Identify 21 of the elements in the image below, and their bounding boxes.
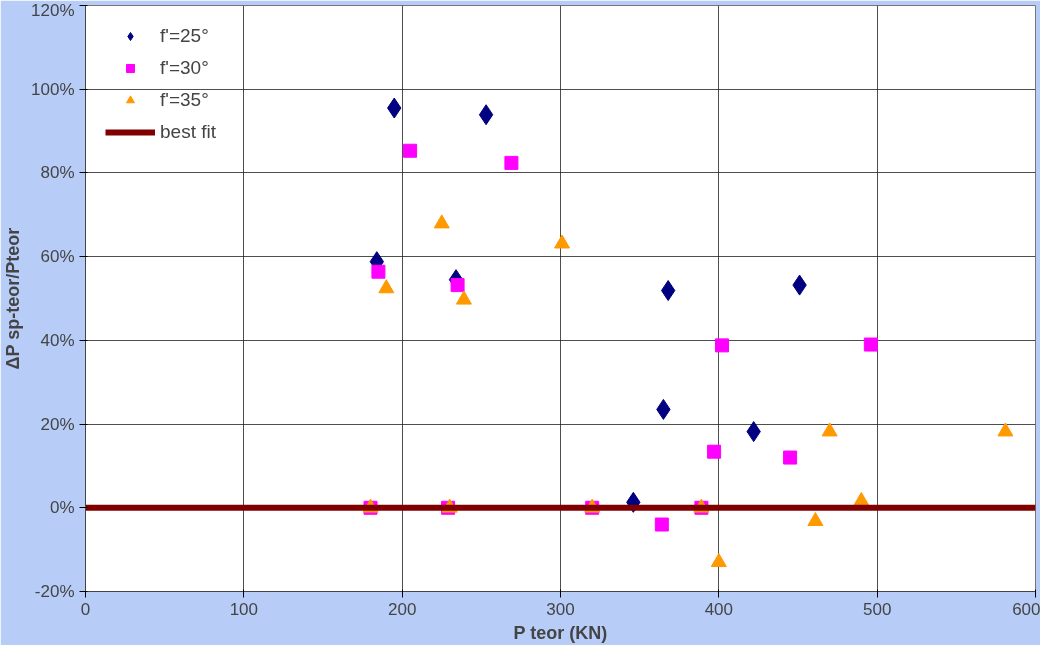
x-tick-label: 100 bbox=[229, 599, 259, 619]
y-tick-label: 60% bbox=[40, 247, 75, 267]
y-tick-label: 100% bbox=[31, 79, 75, 99]
x-axis-title: P teor (KN) bbox=[513, 622, 608, 643]
y-tick-label: 40% bbox=[40, 330, 75, 350]
x-tick-label: 0 bbox=[80, 599, 91, 619]
x-tick-label: 300 bbox=[546, 599, 575, 619]
y-tick-label: 80% bbox=[40, 163, 75, 183]
legend-label: f'=30° bbox=[160, 57, 209, 79]
x-tick-label: 600 bbox=[1012, 599, 1041, 619]
legend-label: f'=35° bbox=[160, 89, 209, 111]
x-tick-label: 500 bbox=[862, 599, 892, 619]
x-tick-label: 400 bbox=[704, 599, 734, 619]
y-tick-label: -20% bbox=[34, 582, 75, 601]
legend-label: best fit bbox=[160, 121, 216, 143]
legend-label: f'=25° bbox=[160, 25, 209, 47]
x-tick-label: 200 bbox=[387, 599, 417, 619]
y-tick-label: 0% bbox=[49, 498, 75, 518]
y-tick-label: 20% bbox=[40, 414, 75, 434]
y-tick-label: 120% bbox=[31, 0, 75, 20]
y-axis-title: ΔP sp-teor/Pteor bbox=[3, 227, 24, 370]
